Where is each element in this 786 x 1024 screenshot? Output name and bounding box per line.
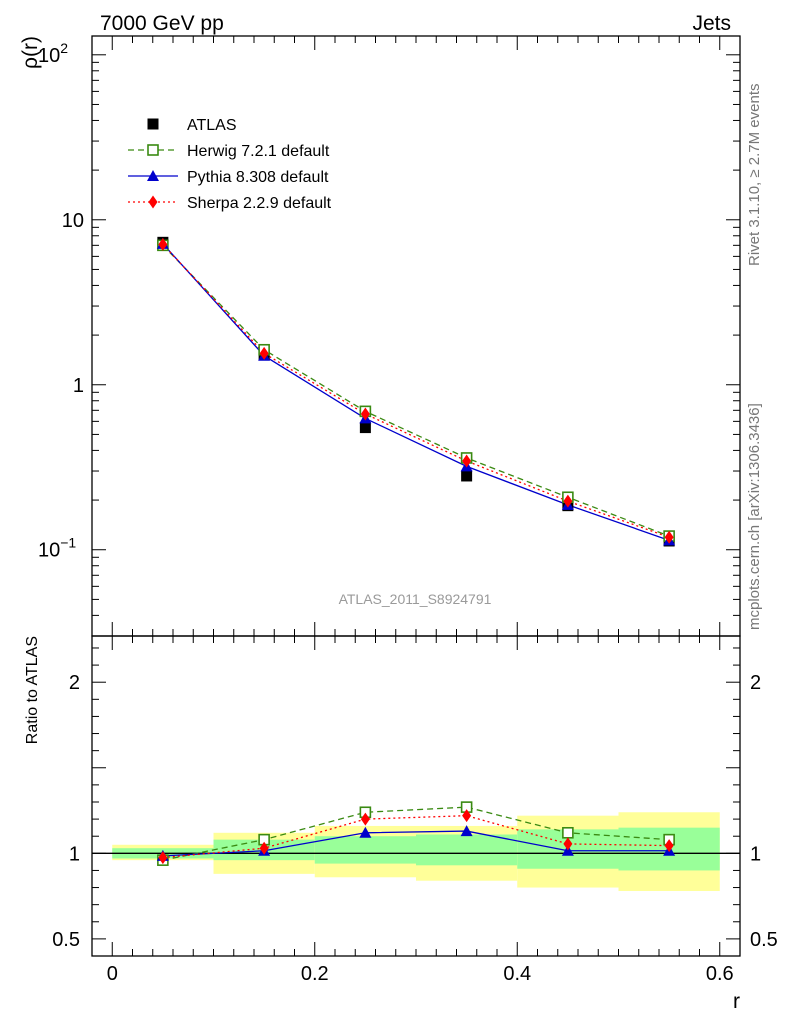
ratio-y-tick-label: 0.5 xyxy=(52,929,80,951)
ratio-point-sherpa xyxy=(360,812,370,826)
data-point-data xyxy=(461,470,473,482)
data-point-sherpa xyxy=(259,346,269,360)
series-line-sherpa xyxy=(162,243,670,538)
legend-marker-sherpa xyxy=(148,195,158,209)
ratio-point-herwig xyxy=(562,826,574,839)
x-tick-label: 0.4 xyxy=(503,963,531,985)
ratio-point-sherpa xyxy=(158,851,168,865)
ratio-line-pythia xyxy=(162,830,670,857)
y-tick-label: 10−1 xyxy=(38,535,76,562)
ratio-y-tick-label-right: 0.5 xyxy=(750,929,778,951)
ratio-y-tick-label: 1 xyxy=(69,843,80,865)
series-markers xyxy=(156,236,676,866)
series-lines xyxy=(162,243,670,861)
ratio-line-herwig xyxy=(162,806,670,861)
legend-marker-data xyxy=(147,118,159,130)
data-point-sherpa xyxy=(664,530,674,544)
ratio-y-tick-label-right: 1 xyxy=(750,843,761,865)
x-axis-title: r xyxy=(733,990,740,1013)
ratio-y-tick-label-right: 2 xyxy=(750,672,761,694)
ratio-line-sherpa xyxy=(162,815,670,859)
x-tick-label: 0 xyxy=(107,963,118,985)
data-point-data xyxy=(359,422,371,434)
data-point-sherpa xyxy=(158,237,168,251)
data-point-sherpa xyxy=(360,407,370,421)
legend-label-herwig: Herwig 7.2.1 default xyxy=(187,143,330,160)
legend: ATLAS Herwig 7.2.1 default Pythia 8.308 de… xyxy=(128,117,332,212)
legend-marker-herwig xyxy=(147,144,159,156)
legend-label-data: ATLAS xyxy=(187,117,237,134)
ratio-band-inner xyxy=(314,836,416,864)
header-left-label: 7000 GeV pp xyxy=(100,12,224,35)
y-tick-label: 102 xyxy=(38,40,68,67)
data-point-sherpa xyxy=(563,494,573,508)
legend-marker-pythia xyxy=(147,170,159,181)
ratio-point-sherpa xyxy=(563,837,573,851)
ratio-y-tick-label: 2 xyxy=(69,672,80,694)
legend-label-sherpa: Sherpa 2.2.9 default xyxy=(187,195,332,212)
header-right-label: Jets xyxy=(692,12,731,35)
x-tick-label: 0.6 xyxy=(706,963,734,985)
y-tick-label: 1 xyxy=(73,375,84,397)
series-line-pythia xyxy=(162,243,670,541)
series-line-herwig xyxy=(162,244,670,537)
rivet-version-label: Rivet 3.1.10, ≥ 2.7M events xyxy=(746,83,763,267)
ratio-point-pythia xyxy=(460,825,473,837)
ratio-y-axis-title: Ratio to ATLAS xyxy=(24,636,41,744)
mcplots-source-label: mcplots.cern.ch [arXiv:1306.3436] xyxy=(746,403,763,630)
ratio-point-sherpa xyxy=(462,809,472,823)
ratio-point-pythia xyxy=(359,826,372,838)
legend-label-pythia: Pythia 8.308 default xyxy=(187,169,329,186)
ratio-point-sherpa xyxy=(259,841,269,855)
y-tick-label: 10 xyxy=(62,210,84,232)
uncertainty-bands xyxy=(92,812,740,891)
ratio-plot-frame xyxy=(91,635,741,957)
analysis-watermark: ATLAS_2011_S8924791 xyxy=(339,591,492,607)
y-axis-title: ρ(r) xyxy=(19,36,42,69)
axis-labels: 0 0.2 0.4 0.6 10−1 1 10 102 0.5 0.5 1 1 2 2 ρ(r) Ratio … xyxy=(19,36,778,1013)
x-tick-label: 0.2 xyxy=(301,963,329,985)
ratio-point-sherpa xyxy=(664,839,674,853)
ratio-band-inner xyxy=(416,834,518,866)
axis-ticks xyxy=(92,36,740,956)
data-point-sherpa xyxy=(462,454,472,468)
